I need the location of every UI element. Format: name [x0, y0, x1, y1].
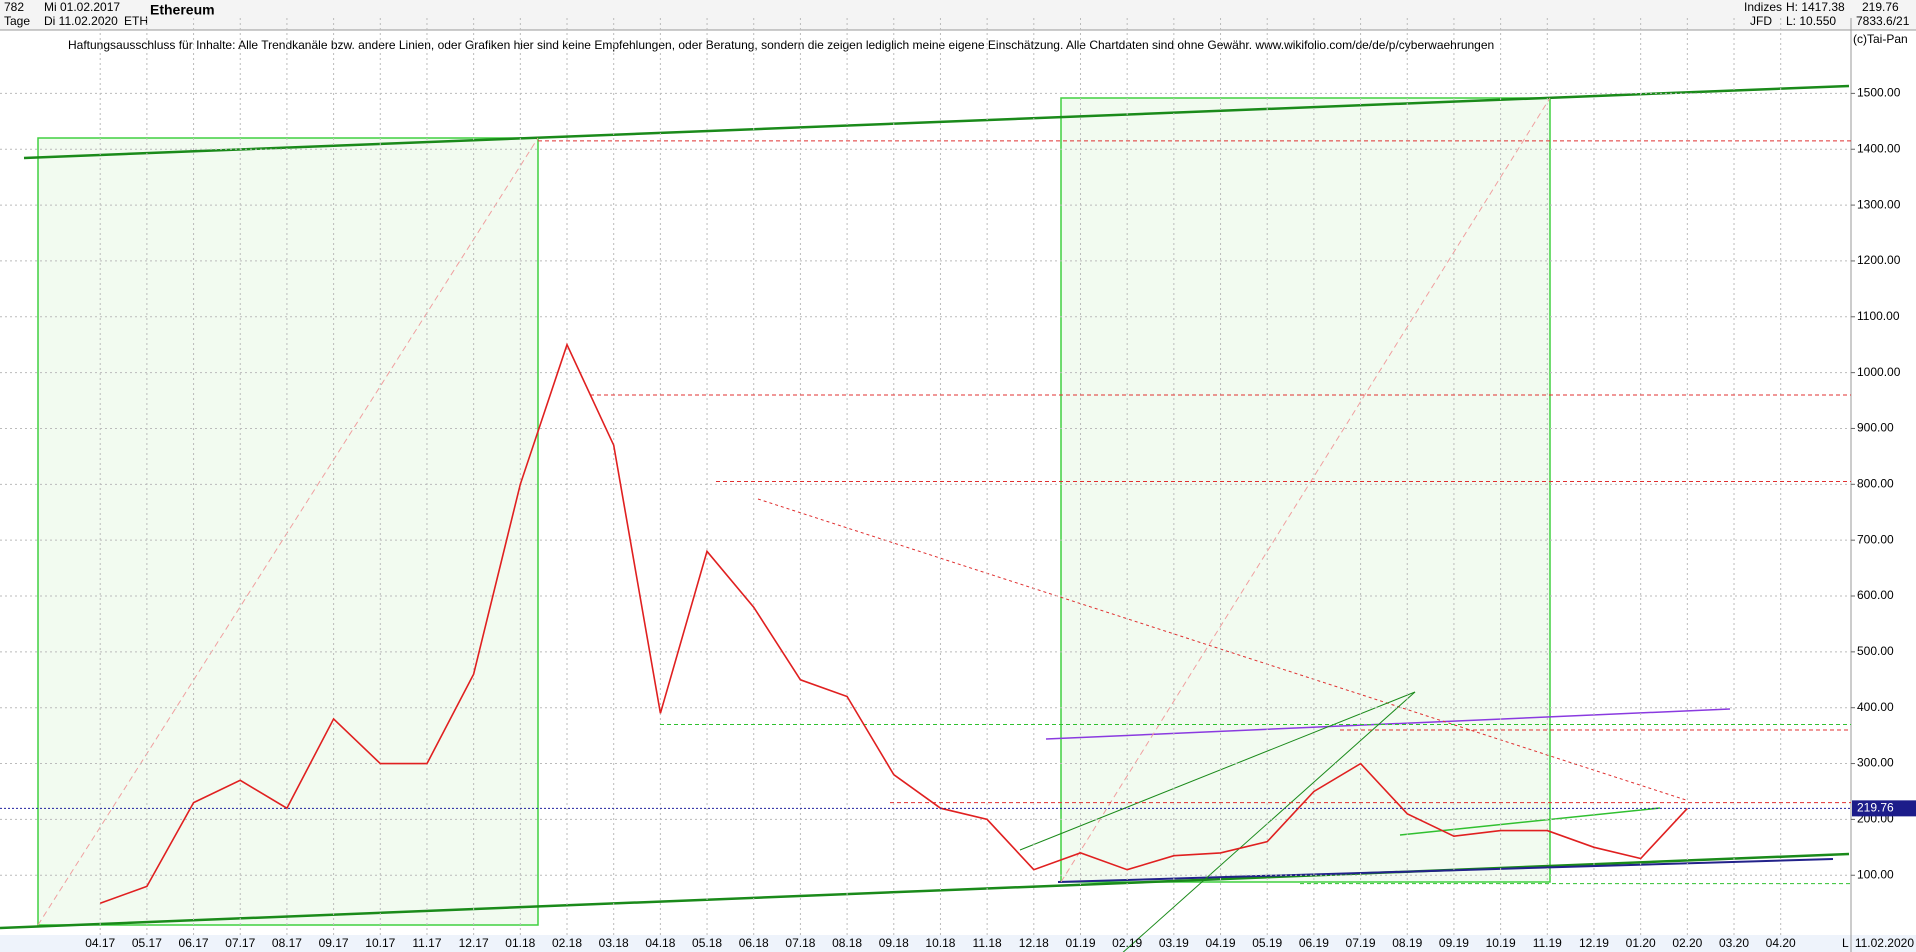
last-price-label: 219.76 [1857, 801, 1894, 815]
x-tick-label: 06.19 [1299, 936, 1329, 950]
trend-line [757, 498, 1687, 801]
x-tick-label: 07.19 [1346, 936, 1376, 950]
header-bar [0, 0, 1916, 30]
start-date: Mi 01.02.2017 [44, 0, 120, 14]
trend-line [1057, 858, 1834, 883]
x-tick-label: 07.18 [785, 936, 815, 950]
x-tick-label: 01.20 [1626, 936, 1656, 950]
copyright: (c)Tai-Pan [1853, 32, 1908, 46]
y-tick-label: 1500.00 [1857, 86, 1901, 100]
y-tick-label: 300.00 [1857, 756, 1894, 770]
x-tick-label: 03.19 [1159, 936, 1189, 950]
y-tick-label: 1100.00 [1857, 309, 1900, 323]
x-tick-label: 02.20 [1672, 936, 1702, 950]
x-tick-label: 02.18 [552, 936, 582, 950]
y-tick-label: 700.00 [1857, 532, 1894, 546]
x-tick-label: 04.18 [645, 936, 675, 950]
source: JFD [1750, 14, 1772, 28]
y-tick-label: 500.00 [1857, 644, 1894, 658]
y-tick-label: 1000.00 [1857, 365, 1901, 379]
end-date: Di 11.02.2020 [44, 14, 118, 28]
x-tick-label: 06.17 [179, 936, 209, 950]
y-tick-label: 400.00 [1857, 700, 1894, 714]
x-tick-label: 11.17 [412, 936, 441, 950]
price-line [99, 342, 1688, 904]
high: H: 1417.38 [1786, 0, 1845, 14]
x-tick-label: 07.17 [225, 936, 255, 950]
x-tick-label: 12.18 [1019, 936, 1049, 950]
x-tick-label: 08.17 [272, 936, 302, 950]
x-tick-label: 04.19 [1206, 936, 1236, 950]
x-tick-label: 01.18 [505, 936, 535, 950]
x-tick-label: 08.19 [1392, 936, 1422, 950]
low: L: 10.550 [1786, 14, 1836, 28]
x-tick-label: 09.19 [1439, 936, 1469, 950]
x-tick-label: 11.19 [1533, 936, 1562, 950]
x-tick-label: 08.18 [832, 936, 862, 950]
x-tick-label: 12.17 [459, 936, 489, 950]
trend-line [0, 852, 1850, 930]
diagonal [1060, 97, 1551, 883]
period: Tage [4, 14, 30, 28]
y-tick-label: 1200.00 [1857, 253, 1901, 267]
group: Indizes [1744, 0, 1782, 14]
x-tick-label: 12.19 [1579, 936, 1609, 950]
x-tick-label: 10.17 [365, 936, 395, 950]
x-tick-label: 02.19 [1112, 936, 1142, 950]
x-tick-label: 10.19 [1486, 936, 1516, 950]
trend-line [1019, 691, 1416, 851]
x-tick-label: 05.19 [1252, 936, 1282, 950]
corner-label: L [1842, 936, 1849, 950]
count: 782 [4, 0, 24, 14]
y-tick-label: 600.00 [1857, 588, 1894, 602]
symbol: ETH [124, 14, 148, 28]
diagonal [37, 137, 539, 926]
y-tick-label: 100.00 [1857, 867, 1894, 881]
y-tick-label: 800.00 [1857, 476, 1894, 490]
y-tick-label: 900.00 [1857, 421, 1894, 435]
x-tick-label: 10.18 [925, 936, 955, 950]
x-tick-label: 11.18 [973, 936, 1002, 950]
instrument-name: Ethereum [150, 2, 215, 18]
x-tick-label: 06.18 [739, 936, 769, 950]
x-tick-label: 03.18 [599, 936, 629, 950]
x-tick-label: 01.19 [1065, 936, 1095, 950]
last-price-box [1852, 800, 1916, 817]
x-tick-label: 05.18 [692, 936, 722, 950]
disclaimer: Haftungsausschluss für Inhalte: Alle Tre… [68, 38, 1494, 52]
x-end-label: 11.02.2020 [1855, 936, 1914, 950]
x-axis-bar [0, 935, 1916, 952]
x-tick-label: 03.20 [1719, 936, 1749, 950]
y-tick-label: 1400.00 [1857, 141, 1901, 155]
y-tick-label: 1300.00 [1857, 197, 1901, 211]
x-tick-label: 09.18 [879, 936, 909, 950]
trend-line [23, 84, 1850, 160]
x-tick-label: 09.17 [319, 936, 349, 950]
info: 7833.6/21 [1856, 14, 1910, 28]
x-tick-label: 05.17 [132, 936, 162, 950]
last: 219.76 [1862, 0, 1899, 14]
x-tick-label: 04.17 [85, 936, 115, 950]
x-tick-label: 04.20 [1766, 936, 1796, 950]
